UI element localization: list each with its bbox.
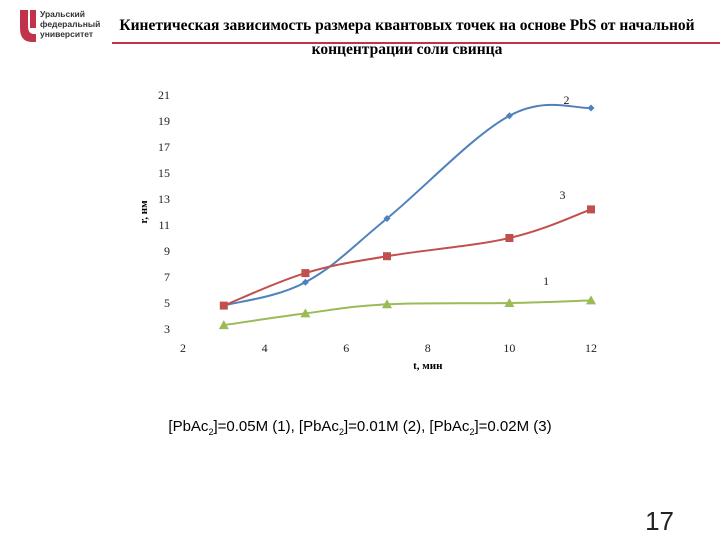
page-number: 17 <box>645 506 674 536</box>
series-1-point <box>218 320 229 330</box>
x-tick-label: 6 <box>343 341 349 355</box>
slide-title: Кинетическая зависимость размера квантов… <box>119 17 695 58</box>
university-logo-mark <box>20 10 36 42</box>
caption-part-4: ]=0.02M (3) <box>474 418 552 435</box>
series-1-point <box>382 299 392 309</box>
y-tick-label: 13 <box>158 192 170 206</box>
concentration-caption: [PbAc2]=0.05M (1), [PbAc2]=0.01M (2), [P… <box>0 418 720 437</box>
logo-line-3: университет <box>40 29 94 39</box>
caption-sub-3: 2 <box>469 427 475 437</box>
series-2-line <box>223 103 592 307</box>
university-logo-text: Уральский федеральный университет <box>40 9 100 39</box>
x-axis-labels: 2 4 6 8 10 12 <box>180 341 597 355</box>
y-axis-title: r, нм <box>138 200 150 224</box>
series-3-point <box>219 301 228 310</box>
series-2-point <box>383 215 391 222</box>
y-tick-label: 19 <box>158 114 170 128</box>
series-2-point <box>587 104 595 112</box>
series-3-point <box>505 234 514 242</box>
title-divider <box>112 42 720 44</box>
series-3: 3 <box>219 188 595 310</box>
series-1-line <box>223 299 592 327</box>
x-axis-title: t, мин <box>413 360 443 372</box>
logo-line-2: федеральный <box>40 19 101 29</box>
series-3-label: 3 <box>559 188 565 202</box>
series-3-point <box>587 205 595 214</box>
y-tick-label: 7 <box>164 270 170 284</box>
y-tick-label: 3 <box>164 322 170 336</box>
x-tick-label: 8 <box>425 341 431 355</box>
logo-line-1: Уральский <box>40 9 85 19</box>
caption-sub-1: 2 <box>208 427 214 437</box>
y-tick-label: 17 <box>158 140 170 154</box>
y-tick-label: 21 <box>158 88 170 102</box>
series-1: 1 <box>218 274 596 330</box>
series-2: 2 <box>220 93 595 310</box>
x-tick-label: 4 <box>262 341 268 355</box>
university-logo: Уральский федеральный университет <box>18 8 118 44</box>
series-2-point <box>505 112 513 120</box>
series-3-point <box>383 252 391 261</box>
y-tick-label: 15 <box>158 166 170 180</box>
x-tick-label: 2 <box>180 341 186 355</box>
caption-part-3: ]=0.01M (2), [PbAc <box>343 418 470 435</box>
series-3-point <box>301 269 310 278</box>
series-2-label: 2 <box>564 93 570 107</box>
series-1-point <box>586 295 596 305</box>
series-1-label: 1 <box>543 274 549 288</box>
y-tick-label: 5 <box>164 296 170 310</box>
series-1-point <box>504 298 515 307</box>
series-1-point <box>300 308 311 318</box>
y-axis-labels: 3 5 7 9 11 13 15 17 19 21 <box>158 88 170 336</box>
caption-sub-2: 2 <box>338 427 344 437</box>
caption-part-2: ]=0.05M (1), [PbAc <box>213 418 339 435</box>
x-tick-label: 10 <box>503 341 515 355</box>
series-layer: 1 2 3 <box>218 93 596 330</box>
series-2-point <box>301 278 309 286</box>
y-tick-label: 11 <box>158 218 170 232</box>
x-tick-label: 12 <box>585 341 597 355</box>
caption-part-1: [PbAc <box>168 418 209 435</box>
series-3-line <box>223 208 592 307</box>
y-tick-label: 9 <box>164 244 170 258</box>
